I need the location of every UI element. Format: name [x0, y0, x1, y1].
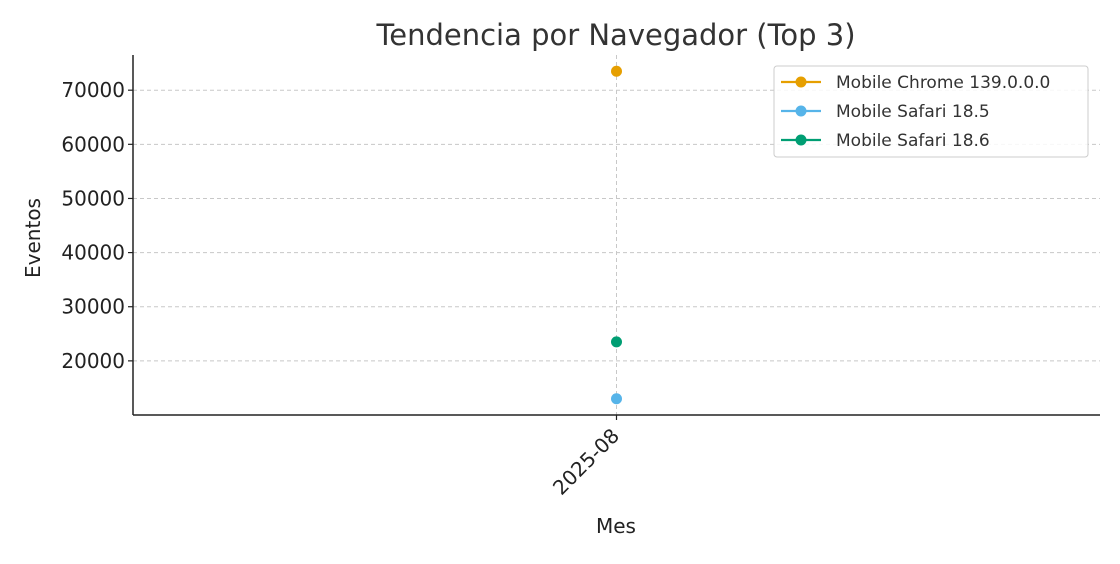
legend-swatch-marker — [795, 76, 807, 88]
grid — [133, 55, 1100, 415]
data-point — [611, 65, 622, 77]
y-tick-label: 50000 — [61, 186, 125, 210]
y-tick-label: 30000 — [61, 295, 125, 319]
legend-swatch-marker — [795, 134, 807, 146]
y-axis-ticks: 20000 30000 40000 50000 60000 70000 — [61, 78, 133, 373]
x-tick-label: 2025-08 — [548, 424, 624, 500]
x-axis-label: Mes — [596, 514, 636, 538]
y-tick-label: 20000 — [61, 349, 125, 373]
y-tick-label: 40000 — [61, 241, 125, 265]
legend-swatch-marker — [795, 105, 807, 117]
legend: Mobile Chrome 139.0.0.0 Mobile Safari 18.… — [773, 65, 1089, 158]
y-tick-label: 70000 — [61, 78, 125, 102]
y-tick-label: 60000 — [61, 132, 125, 156]
y-axis-label: Eventos — [21, 198, 45, 278]
chart-title: Tendencia por Navegador (Top 3) — [375, 18, 855, 52]
legend-label: Mobile Chrome 139.0.0.0 — [836, 73, 1050, 93]
legend-box — [773, 65, 1089, 158]
legend-label: Mobile Safari 18.5 — [836, 102, 990, 122]
x-axis-ticks: 2025-08 — [548, 415, 624, 500]
data-points — [611, 65, 622, 405]
data-point — [611, 336, 622, 348]
legend-label: Mobile Safari 18.6 — [836, 131, 990, 151]
data-point — [611, 393, 622, 405]
